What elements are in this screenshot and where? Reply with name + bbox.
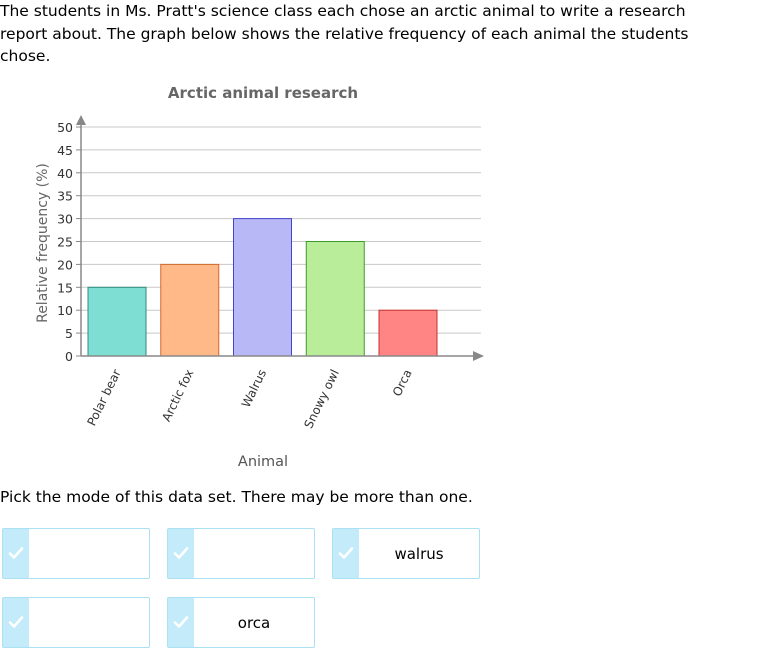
y-tick-label: 40 bbox=[57, 166, 73, 181]
y-axis-label: Relative frequency (%) bbox=[35, 163, 51, 323]
choice-check-tab bbox=[333, 529, 359, 578]
answer-choice-label bbox=[194, 529, 314, 578]
y-axis-arrow-icon bbox=[76, 115, 86, 125]
bar-snowy-owl bbox=[305, 241, 365, 357]
choice-check-tab bbox=[3, 529, 29, 578]
checkmark-icon bbox=[8, 616, 24, 628]
answer-choice-label bbox=[29, 529, 149, 578]
y-tick-label: 5 bbox=[65, 326, 73, 341]
y-tick-label: 25 bbox=[57, 235, 73, 250]
choice-check-tab bbox=[3, 598, 29, 647]
x-tick-label: Arctic fox bbox=[159, 367, 196, 424]
x-tick-label: Polar bear bbox=[84, 367, 123, 428]
y-tick-label: 10 bbox=[57, 303, 73, 318]
checkmark-icon bbox=[173, 616, 189, 628]
y-tick-label: 30 bbox=[57, 212, 73, 227]
x-tick-label: Orca bbox=[390, 367, 415, 398]
checkmark-icon bbox=[173, 547, 189, 559]
answer-choice[interactable]: walrus bbox=[332, 528, 480, 579]
choice-check-tab bbox=[168, 529, 194, 578]
y-tick-label: 0 bbox=[65, 349, 73, 364]
bar-walrus bbox=[233, 218, 292, 357]
y-tick-label: 35 bbox=[57, 189, 73, 204]
bar-arctic-fox bbox=[160, 263, 220, 357]
x-axis-label: Animal bbox=[238, 454, 288, 470]
checkmark-icon bbox=[338, 547, 354, 559]
answer-choice[interactable] bbox=[2, 528, 150, 579]
bar-orca bbox=[378, 309, 438, 357]
choice-check-tab bbox=[168, 598, 194, 647]
intro-text: The students in Ms. Pratt's science clas… bbox=[0, 2, 689, 65]
bar-chart: Arctic animal research 0 5 10 15 20 25 30 35 40 4… bbox=[35, 84, 484, 470]
answer-choice-label bbox=[29, 598, 149, 647]
y-tick-label: 20 bbox=[57, 257, 73, 272]
y-tick-label: 45 bbox=[57, 143, 73, 158]
chart-title: Arctic animal research bbox=[168, 84, 358, 102]
y-tick-label: 15 bbox=[57, 280, 73, 295]
answer-choice[interactable] bbox=[167, 528, 315, 579]
question-text: Pick the mode of this data set. There ma… bbox=[0, 488, 473, 506]
answer-choice[interactable]: orca bbox=[167, 597, 315, 648]
answer-choice-label: orca bbox=[237, 613, 271, 632]
x-axis-ticks: Polar bear Arctic fox Walrus Snowy owl Orca bbox=[84, 367, 414, 431]
y-axis-ticks: 0 5 10 15 20 25 30 35 40 45 50 bbox=[57, 120, 81, 364]
x-tick-label: Walrus bbox=[239, 367, 269, 410]
x-axis-arrow-icon bbox=[473, 351, 484, 361]
y-tick-label: 50 bbox=[57, 120, 73, 135]
x-tick-label: Snowy owl bbox=[301, 367, 342, 430]
bar-polar-bear bbox=[87, 286, 147, 357]
answer-choice[interactable] bbox=[2, 597, 150, 648]
checkmark-icon bbox=[8, 547, 24, 559]
answer-choice-label: walrus bbox=[394, 544, 444, 563]
